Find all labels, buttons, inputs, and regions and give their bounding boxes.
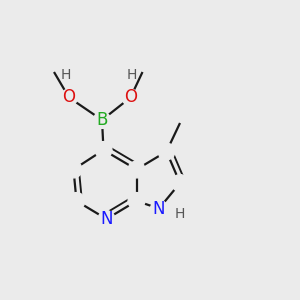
Circle shape bbox=[94, 112, 110, 128]
Circle shape bbox=[128, 161, 145, 178]
Circle shape bbox=[172, 175, 188, 191]
Text: N: N bbox=[100, 210, 113, 228]
Circle shape bbox=[158, 143, 175, 160]
Text: N: N bbox=[153, 200, 165, 217]
Text: O: O bbox=[124, 88, 137, 106]
Text: B: B bbox=[96, 111, 108, 129]
Circle shape bbox=[68, 193, 85, 209]
Circle shape bbox=[122, 89, 139, 106]
Circle shape bbox=[98, 211, 115, 227]
Circle shape bbox=[95, 142, 112, 158]
Text: O: O bbox=[62, 88, 76, 106]
Circle shape bbox=[151, 200, 167, 217]
Circle shape bbox=[61, 89, 77, 106]
Circle shape bbox=[128, 193, 145, 209]
Text: H: H bbox=[174, 208, 184, 221]
Circle shape bbox=[65, 161, 82, 178]
Text: H: H bbox=[127, 68, 137, 82]
Text: H: H bbox=[61, 68, 71, 82]
